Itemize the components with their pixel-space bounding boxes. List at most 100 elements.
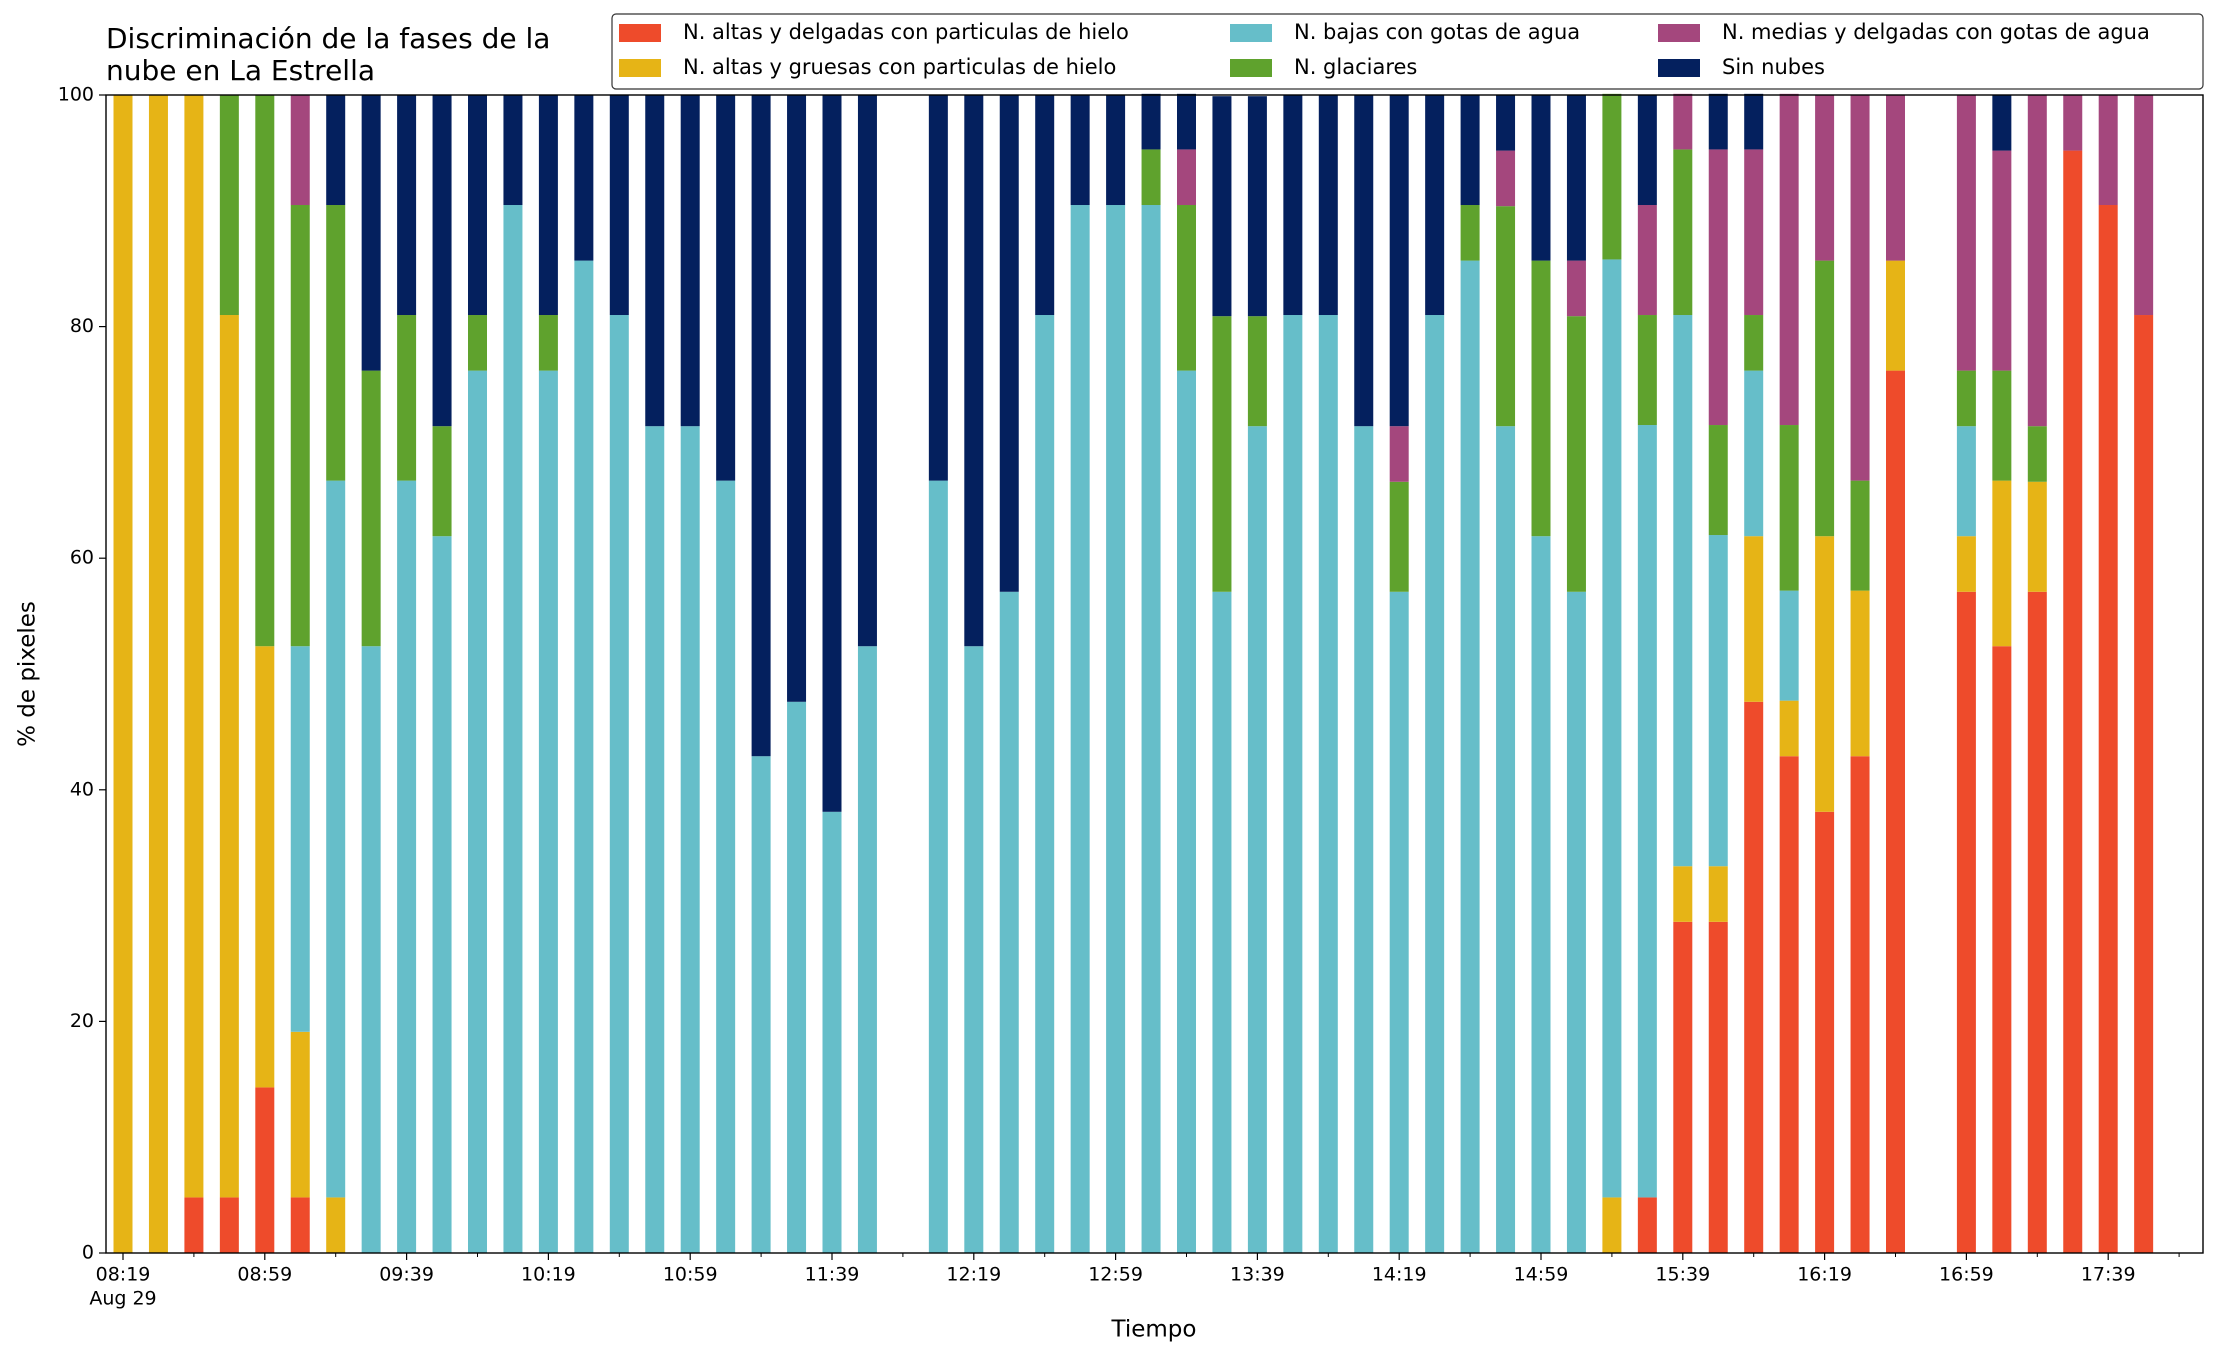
bar-segment	[1177, 93, 1196, 150]
bar-segment	[2098, 95, 2118, 206]
bar-segment	[1673, 93, 1693, 150]
y-tick-label: 20	[70, 1010, 94, 1032]
bar-segment	[1779, 425, 1799, 591]
x-tick-label: 14:59	[1514, 1264, 1569, 1286]
bar-segment	[290, 1031, 310, 1198]
x-tick-label: 08:59	[237, 1264, 292, 1286]
bar-segment	[1531, 260, 1551, 537]
bar-segment	[1460, 260, 1480, 1253]
bar-segment	[468, 370, 487, 1253]
bar-segment	[1637, 1197, 1657, 1253]
bar-segment	[1744, 536, 1764, 702]
bar-segment	[1815, 536, 1835, 812]
bar-segment	[1318, 315, 1338, 1253]
bar-segment	[2063, 95, 2083, 151]
bar-segment	[1744, 93, 1764, 150]
bar-segment	[574, 95, 594, 261]
bar-segment	[857, 95, 877, 647]
bar-segment	[645, 95, 665, 427]
bar-segment	[2134, 315, 2154, 1253]
bar-segment	[1779, 590, 1799, 701]
legend-label: N. glaciares	[1294, 55, 1417, 79]
bar-segment	[1708, 93, 1728, 150]
bar-segment	[822, 811, 842, 1253]
bar-segment	[716, 480, 736, 1253]
bar-segment	[1992, 150, 2012, 371]
bar-segment	[928, 480, 948, 1253]
bar-segment	[2098, 205, 2118, 1253]
bar-segment	[503, 95, 523, 206]
bar-segment	[184, 95, 204, 1198]
y-axis-label: % de pixeles	[15, 601, 41, 747]
bar-segment	[1815, 260, 1835, 537]
bar-segment	[290, 646, 310, 1032]
x-tick-label: 10:59	[663, 1264, 718, 1286]
bar-segment	[1886, 370, 1905, 1253]
x-tick-label: 14:19	[1372, 1264, 1427, 1286]
bar-segment	[1460, 205, 1480, 261]
bar-segment	[1247, 426, 1267, 1253]
bar-segment	[1389, 481, 1409, 592]
bar-segment	[113, 95, 133, 1253]
x-tick-label: 13:39	[1230, 1264, 1285, 1286]
bar-segment	[538, 315, 558, 371]
bar-segment	[326, 480, 346, 1198]
legend-label: Sin nubes	[1722, 55, 1825, 79]
bar-segment	[1744, 701, 1764, 1253]
bar-segment	[2027, 426, 2047, 482]
bar-segment	[1283, 315, 1303, 1253]
bar-segment	[1035, 95, 1055, 316]
bar-segment	[219, 95, 239, 316]
bar-segment	[574, 260, 594, 1253]
bar-segment	[1744, 149, 1764, 316]
bar-segment	[999, 591, 1019, 1253]
x-tick-label: 10:19	[521, 1264, 576, 1286]
bar-segment	[1992, 480, 2012, 647]
bar-segment	[1531, 536, 1551, 1253]
y-tick-label: 0	[82, 1242, 94, 1264]
bar-segment	[1247, 316, 1267, 427]
bar-segment	[964, 646, 984, 1253]
bar-segment	[680, 426, 700, 1253]
legend-swatch	[1658, 24, 1700, 42]
bar-segment	[1566, 316, 1586, 592]
bar-segment	[219, 1197, 239, 1253]
bar-segment	[1035, 315, 1055, 1253]
x-tick-label: 15:39	[1655, 1264, 1710, 1286]
x-tick-label: 11:39	[805, 1264, 860, 1286]
legend-swatch	[1658, 59, 1700, 77]
legend-label: N. medias y delgadas con gotas de agua	[1722, 20, 2150, 44]
bar-segment	[1637, 205, 1657, 316]
bar-segment	[1956, 536, 1976, 592]
x-tick-label: 16:59	[1939, 1264, 1994, 1286]
bar-segment	[1992, 646, 2012, 1253]
legend-label: N. bajas con gotas de agua	[1294, 20, 1580, 44]
bar-segment	[1141, 149, 1161, 206]
bar-segment	[787, 701, 807, 1253]
bar-segment	[928, 95, 948, 481]
bar-segment	[1637, 315, 1657, 426]
bar-segment	[1956, 95, 1976, 371]
bar-segment	[1496, 426, 1516, 1253]
bar-segment	[148, 95, 168, 1253]
chart-title: Discriminación de la fases de la nube en …	[106, 22, 550, 87]
bar-segment	[1850, 756, 1870, 1253]
bar-segment	[361, 95, 381, 371]
bar-segment	[1177, 370, 1196, 1253]
bar-segment	[2027, 481, 2047, 592]
x-tick-label: 16:19	[1797, 1264, 1852, 1286]
bar-segment	[1496, 206, 1516, 427]
bar-segment	[1212, 96, 1232, 317]
bar-segment	[751, 756, 771, 1253]
x-tick-label: 12:19	[946, 1264, 1001, 1286]
bar-segment	[1106, 205, 1126, 1253]
bar-segment	[1815, 811, 1835, 1253]
bar-segment	[468, 95, 487, 316]
bar-segment	[1425, 315, 1445, 1253]
legend-label: N. altas y gruesas con particulas de hie…	[683, 55, 1116, 79]
bar-segment	[2027, 591, 2047, 1253]
bar-segment	[1956, 591, 1976, 1253]
bar-segment	[1779, 93, 1799, 426]
bar-segment	[1850, 590, 1870, 757]
bar-segment	[645, 426, 665, 1253]
